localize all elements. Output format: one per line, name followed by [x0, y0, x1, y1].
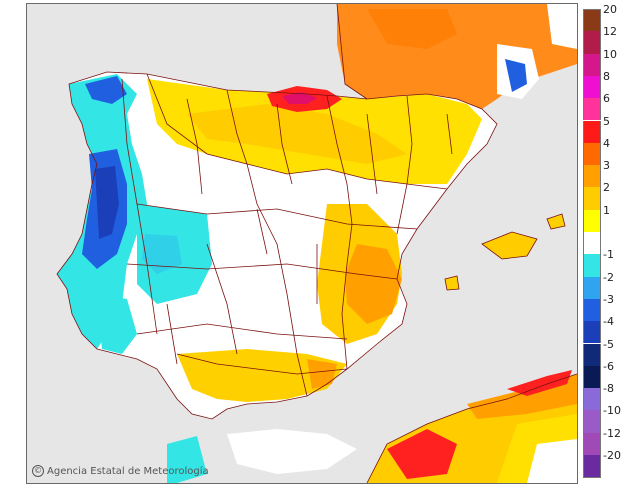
copyright-icon: ©: [32, 465, 44, 477]
legend-swatch: [583, 254, 601, 277]
anomaly-map: [26, 3, 578, 484]
legend-swatch: [583, 142, 601, 166]
legend-label: 4: [603, 136, 610, 150]
legend-label: 1: [603, 203, 610, 217]
legend-label: -4: [603, 315, 614, 329]
legend-label: -20: [603, 449, 621, 462]
legend-swatch: [583, 343, 601, 366]
legend-label: 10: [603, 47, 617, 61]
legend-label: 8: [603, 69, 610, 83]
legend-swatch: [583, 276, 601, 299]
credit-text: Agencia Estatal de Meteorología: [47, 465, 209, 477]
legend-swatch: [583, 432, 601, 455]
legend-swatch: [583, 410, 601, 433]
agency-credit: © Agencia Estatal de Meteorología: [32, 465, 209, 477]
legend-label: -12: [603, 426, 621, 440]
legend-label: 6: [603, 92, 610, 106]
france-region: [337, 4, 577, 109]
legend-label: -6: [603, 359, 614, 373]
color-legend: 20 12 10 8 6 5 4 3 2 1 -1 -2 -3 -4 -5 -6 -8 -10 -12 -20: [583, 4, 629, 479]
legend-swatch: [583, 388, 601, 411]
legend-label: -5: [603, 337, 614, 351]
legend-label: -2: [603, 270, 614, 284]
legend-swatch: [583, 365, 601, 389]
legend-swatch: [583, 98, 601, 121]
map-svg: [27, 4, 577, 483]
legend-label: 5: [603, 114, 610, 128]
legend-label: -3: [603, 292, 614, 306]
legend-label: -10: [603, 404, 621, 418]
legend-label: 12: [603, 25, 617, 39]
legend-label: 20: [603, 3, 617, 16]
legend-label: -8: [603, 382, 614, 396]
legend-swatch: [583, 209, 601, 232]
legend-label: 3: [603, 159, 610, 173]
legend-swatch: [583, 120, 601, 143]
legend-label: -1: [603, 248, 614, 262]
legend-swatch: [583, 232, 601, 255]
legend-swatch: [583, 187, 601, 210]
legend-swatch: [583, 53, 601, 76]
legend-swatch: [583, 9, 601, 33]
legend-label: 2: [603, 181, 610, 195]
legend-swatch: [583, 165, 601, 188]
province-borders: [56, 4, 577, 483]
legend-swatch: [583, 298, 601, 322]
legend-swatch: [583, 321, 601, 344]
legend-swatch: [583, 75, 601, 99]
legend-swatch: [583, 31, 601, 54]
legend-swatch: [583, 455, 601, 479]
north-africa-region: [167, 370, 577, 483]
